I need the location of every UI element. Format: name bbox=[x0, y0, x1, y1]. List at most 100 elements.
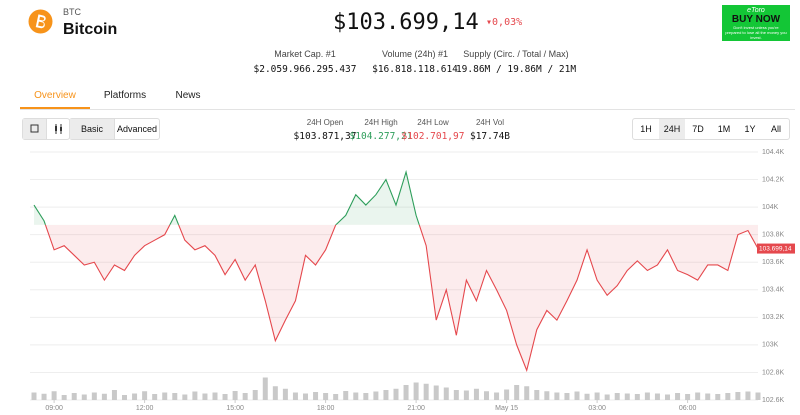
volume-bar bbox=[665, 394, 670, 400]
timeframe-button[interactable]: All bbox=[770, 124, 781, 134]
candle-icon-button[interactable] bbox=[47, 119, 70, 139]
price-line bbox=[33, 169, 420, 225]
volume-bar bbox=[292, 392, 298, 400]
volume-bar bbox=[453, 390, 459, 400]
y-tick-label: 103.6K bbox=[762, 259, 785, 266]
y-tick-label: 104.2K bbox=[762, 176, 785, 183]
stat-24h-label: 24H Open bbox=[306, 118, 344, 127]
volume-bar bbox=[735, 392, 741, 400]
volume-bar bbox=[343, 391, 349, 400]
mode-button[interactable]: Advanced bbox=[114, 119, 159, 139]
stat: Market Cap. #1 $2.059.966.295.437 bbox=[254, 49, 357, 75]
chart-type-toggle bbox=[22, 118, 70, 140]
volume-bar bbox=[142, 391, 148, 400]
stat-24h-value: $104.277,21 bbox=[349, 131, 413, 142]
stat-24h-label: 24H Vol bbox=[475, 118, 505, 127]
x-tick-label: 09:00 bbox=[45, 405, 63, 412]
stat: Volume (24h) #1 $16.818.118.614 bbox=[372, 49, 458, 75]
y-tick-label: 102.8K bbox=[762, 369, 785, 376]
volume-bar bbox=[564, 393, 570, 400]
ad-cta: BUY NOW bbox=[731, 14, 781, 25]
stat-24h-value: $102.701,97 bbox=[401, 131, 465, 142]
timeframe-button[interactable]: 1Y bbox=[744, 124, 756, 134]
volume-bar bbox=[111, 390, 117, 400]
price-area bbox=[34, 171, 758, 225]
price-area bbox=[45, 224, 758, 371]
volume-bar bbox=[584, 393, 590, 400]
stat-24h-value: $103.871,37 bbox=[293, 131, 357, 142]
timeframe-button[interactable]: 1H bbox=[640, 124, 652, 134]
x-tick-label: 18:00 bbox=[317, 405, 335, 412]
tab-divider bbox=[20, 109, 795, 110]
stat-24h-label: 24H High bbox=[364, 118, 398, 127]
stat-label: Volume (24h) #1 bbox=[381, 49, 449, 59]
volume-bar bbox=[323, 393, 329, 400]
volume-bar bbox=[363, 393, 369, 400]
ad-disclaimer: Don't invest unless you're prepared to l… bbox=[725, 25, 787, 40]
volume-bar bbox=[192, 391, 198, 400]
volume-bar bbox=[71, 393, 77, 400]
volume-bar bbox=[413, 382, 419, 400]
volume-bar bbox=[614, 393, 620, 400]
volume-bar bbox=[604, 394, 610, 400]
tab-underline bbox=[20, 107, 90, 109]
volume-bar bbox=[272, 386, 278, 400]
y-tick-label: 102.6K bbox=[762, 397, 785, 404]
volume-bar bbox=[152, 394, 158, 400]
timeframe-button[interactable]: 1M bbox=[717, 124, 731, 134]
stat-24h-value: $17.74B bbox=[469, 131, 511, 142]
volume-bar bbox=[262, 377, 268, 400]
volume-bar bbox=[755, 392, 761, 400]
tab[interactable]: Overview bbox=[34, 90, 76, 101]
mode-button[interactable]: Basic bbox=[70, 119, 114, 139]
y-tick-label: 103.8K bbox=[762, 232, 785, 239]
volume-bar bbox=[484, 391, 489, 400]
volume-bar bbox=[31, 392, 37, 400]
volume-bar bbox=[232, 391, 238, 400]
x-tick-label: May 15 bbox=[495, 405, 518, 412]
stat-value: 19.86M / 19.86M / 21M bbox=[455, 64, 577, 75]
stat-24h: 24H High $104.277,21 bbox=[350, 118, 413, 142]
volume-bar bbox=[132, 393, 138, 400]
x-tick-label: 15:00 bbox=[226, 405, 244, 412]
stat-24h: 24H Vol $17.74B bbox=[470, 118, 510, 142]
volume-bar bbox=[644, 392, 650, 400]
volume-bar bbox=[675, 393, 681, 400]
volume-bar bbox=[715, 394, 721, 400]
x-tick-label: 06:00 bbox=[679, 405, 697, 412]
stat-24h: 24H Open $103.871,37 bbox=[294, 118, 357, 142]
volume-bar bbox=[634, 394, 640, 400]
x-tick-label: 21:00 bbox=[407, 405, 425, 412]
line-icon-button[interactable] bbox=[23, 119, 47, 139]
volume-bar bbox=[463, 390, 469, 400]
volume-bar bbox=[81, 394, 87, 400]
change-value: 0,03% bbox=[492, 17, 523, 28]
volume-bar bbox=[61, 395, 67, 400]
volume-bar bbox=[222, 394, 228, 400]
timeframe-button[interactable]: 24H bbox=[659, 119, 685, 139]
volume-bar bbox=[101, 393, 107, 400]
volume-bar bbox=[695, 392, 701, 400]
tab[interactable]: Platforms bbox=[103, 90, 147, 101]
symbol: BTC bbox=[63, 7, 81, 17]
volume-bar bbox=[433, 385, 439, 400]
ad-brand: eToro bbox=[747, 7, 765, 14]
volume-bar bbox=[544, 391, 550, 400]
volume-bar bbox=[745, 391, 751, 400]
timeframe-button[interactable]: 7D bbox=[692, 124, 704, 134]
volume-bar bbox=[554, 392, 560, 400]
timeframes: 1H 24H 7D 1M 1Y All bbox=[632, 118, 790, 140]
volume-bar bbox=[494, 392, 500, 400]
ad-banner[interactable]: eToro BUY NOW Don't invest unless you're… bbox=[722, 5, 790, 41]
volume-bar bbox=[393, 388, 399, 400]
volume-bar bbox=[252, 390, 258, 400]
volume-bar bbox=[443, 387, 449, 400]
volume-bar bbox=[524, 386, 530, 400]
volume-bar bbox=[162, 392, 168, 400]
volume-bar bbox=[51, 391, 57, 400]
volume-bar bbox=[504, 389, 510, 400]
tab[interactable]: News bbox=[175, 90, 201, 101]
volume-bar bbox=[373, 391, 379, 400]
